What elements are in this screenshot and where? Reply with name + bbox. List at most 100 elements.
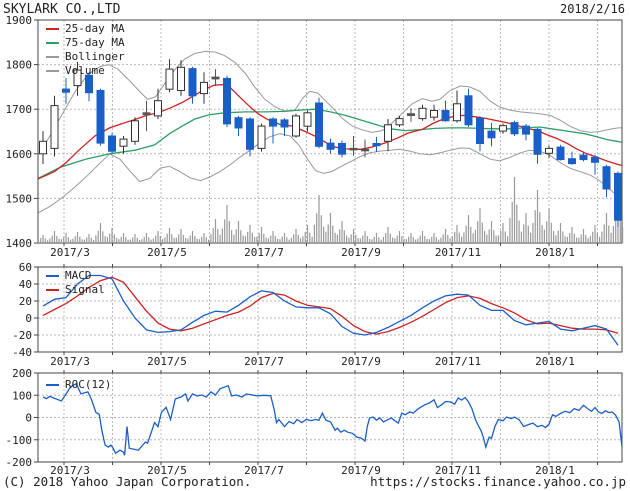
candle-down <box>62 88 70 93</box>
volume-bars <box>37 177 624 243</box>
candle-up <box>418 107 427 120</box>
y-tick-label: -40 <box>12 346 32 359</box>
x-tick-label: 2017/7 <box>244 464 284 477</box>
candle-up <box>303 112 312 127</box>
legend-label: 25-day MA <box>65 22 125 35</box>
source-url[interactable]: https://stocks.finance.yahoo.co.jp <box>370 474 626 489</box>
y-tick-label: 40 <box>19 278 32 291</box>
candle-down <box>591 156 599 163</box>
legend-item-volume: Volume <box>46 64 125 78</box>
legend-item-ma75: 75-day MA <box>46 36 125 50</box>
candle-up <box>177 66 185 92</box>
candle-down <box>464 95 473 126</box>
y-tick-label: 1800 <box>6 59 33 72</box>
y-tick-label: 1900 <box>6 14 33 27</box>
y-tick-label: 1500 <box>6 192 33 205</box>
candle-up <box>119 138 128 147</box>
candle-up <box>200 81 208 95</box>
candle-down <box>568 158 576 165</box>
x-tick-label: 2017/11 <box>435 246 481 259</box>
candle-down <box>533 128 542 155</box>
x-tick-label: 2018/1 <box>535 355 575 368</box>
x-tick-label: 2017/5 <box>147 246 187 259</box>
legend-item-bollinger: Bollinger <box>46 50 125 64</box>
asof-date: 2018/2/16 <box>559 2 625 16</box>
x-tick-label: 2017/7 <box>244 246 284 259</box>
candle-down <box>246 118 254 150</box>
volume-swatch-icon <box>46 70 59 72</box>
candle-down <box>349 147 358 151</box>
x-tick-label: 2017/11 <box>435 355 481 368</box>
candle-down <box>326 142 335 150</box>
x-tick-label: 2017/5 <box>147 355 187 368</box>
legend-label: Signal <box>65 283 105 296</box>
candle-down <box>614 172 622 221</box>
x-tick-label: 2017/3 <box>50 355 90 368</box>
y-tick-label: 0 <box>25 312 32 325</box>
legend-item-signal: Signal <box>46 283 105 297</box>
x-tick-label: 2017/9 <box>341 246 381 259</box>
x-tick-label: 2017/3 <box>50 246 90 259</box>
candle-up <box>384 124 392 142</box>
x-tick-label: 2017/3 <box>50 464 90 477</box>
macd-panel: 60 40 20 0 -20 -40 2017/3 2017/5 2017/7 2017/9 201… <box>12 261 623 368</box>
candle-down <box>280 119 289 128</box>
candle-down <box>602 166 611 190</box>
x-tick-label: 2017/9 <box>341 355 381 368</box>
candle-up <box>430 110 438 118</box>
price-panel: 1900 1800 1700 1600 1500 1400 2017/3 2017/5 2017… <box>6 14 624 259</box>
y-tick-label: -200 <box>6 456 33 469</box>
copyright-text: (C) 2018 Yahoo Japan Corporation. <box>3 474 252 489</box>
candle-down <box>188 68 197 97</box>
y-tick-label: 1400 <box>6 237 33 250</box>
candle-down <box>96 90 105 144</box>
candle-up <box>453 103 461 122</box>
ma25-swatch-icon <box>46 28 59 30</box>
candle-down <box>338 143 346 155</box>
candle-up <box>50 105 59 149</box>
macd-swatch-icon <box>46 275 59 277</box>
candle-up <box>165 68 174 90</box>
candle-down <box>142 112 151 116</box>
candle-down <box>441 110 450 122</box>
legend-label: ROC(12) <box>65 378 112 391</box>
x-tick-label: 2017/5 <box>147 464 187 477</box>
bollinger-swatch-icon <box>46 56 59 58</box>
y-tick-label: -20 <box>12 329 32 342</box>
y-tick-label: 200 <box>12 367 32 380</box>
candle-up <box>499 125 507 132</box>
candle-up <box>73 69 82 87</box>
candle-down <box>223 77 231 125</box>
x-tick-label: 2017/7 <box>244 355 284 368</box>
x-tick-label: 2017/11 <box>435 464 481 477</box>
page-title: SKYLARK CO.,LTD <box>3 2 121 17</box>
candle-down <box>372 143 381 147</box>
candle-down <box>234 117 243 129</box>
candle-up <box>39 140 47 155</box>
candle-up <box>131 120 139 142</box>
y-tick-label: 1700 <box>6 103 33 116</box>
legend-item-ma25: 25-day MA <box>46 22 125 36</box>
price-legend: 25-day MA 75-day MA Bollinger Volume <box>46 22 125 78</box>
candlesticks <box>39 59 622 227</box>
x-tick-label: 2017/9 <box>341 464 381 477</box>
y-tick-label: 60 <box>19 261 32 274</box>
candle-down <box>476 117 484 144</box>
candle-up <box>407 113 415 116</box>
candle-down <box>269 118 277 127</box>
legend-label: MACD <box>65 269 92 282</box>
legend-item-macd: MACD <box>46 269 105 283</box>
roc-legend: ROC(12) <box>46 378 111 392</box>
candle-up <box>292 115 300 137</box>
y-tick-label: 20 <box>19 295 32 308</box>
candle-up <box>257 125 266 149</box>
candle-up <box>211 76 220 80</box>
x-tick-label: 2018/1 <box>535 246 575 259</box>
legend-label: Bollinger <box>65 50 125 63</box>
legend-item-roc: ROC(12) <box>46 378 111 392</box>
y-tick-label: 100 <box>12 389 32 402</box>
legend-label: 75-day MA <box>65 36 125 49</box>
candle-down <box>487 130 496 139</box>
y-tick-label: 0 <box>25 412 32 425</box>
